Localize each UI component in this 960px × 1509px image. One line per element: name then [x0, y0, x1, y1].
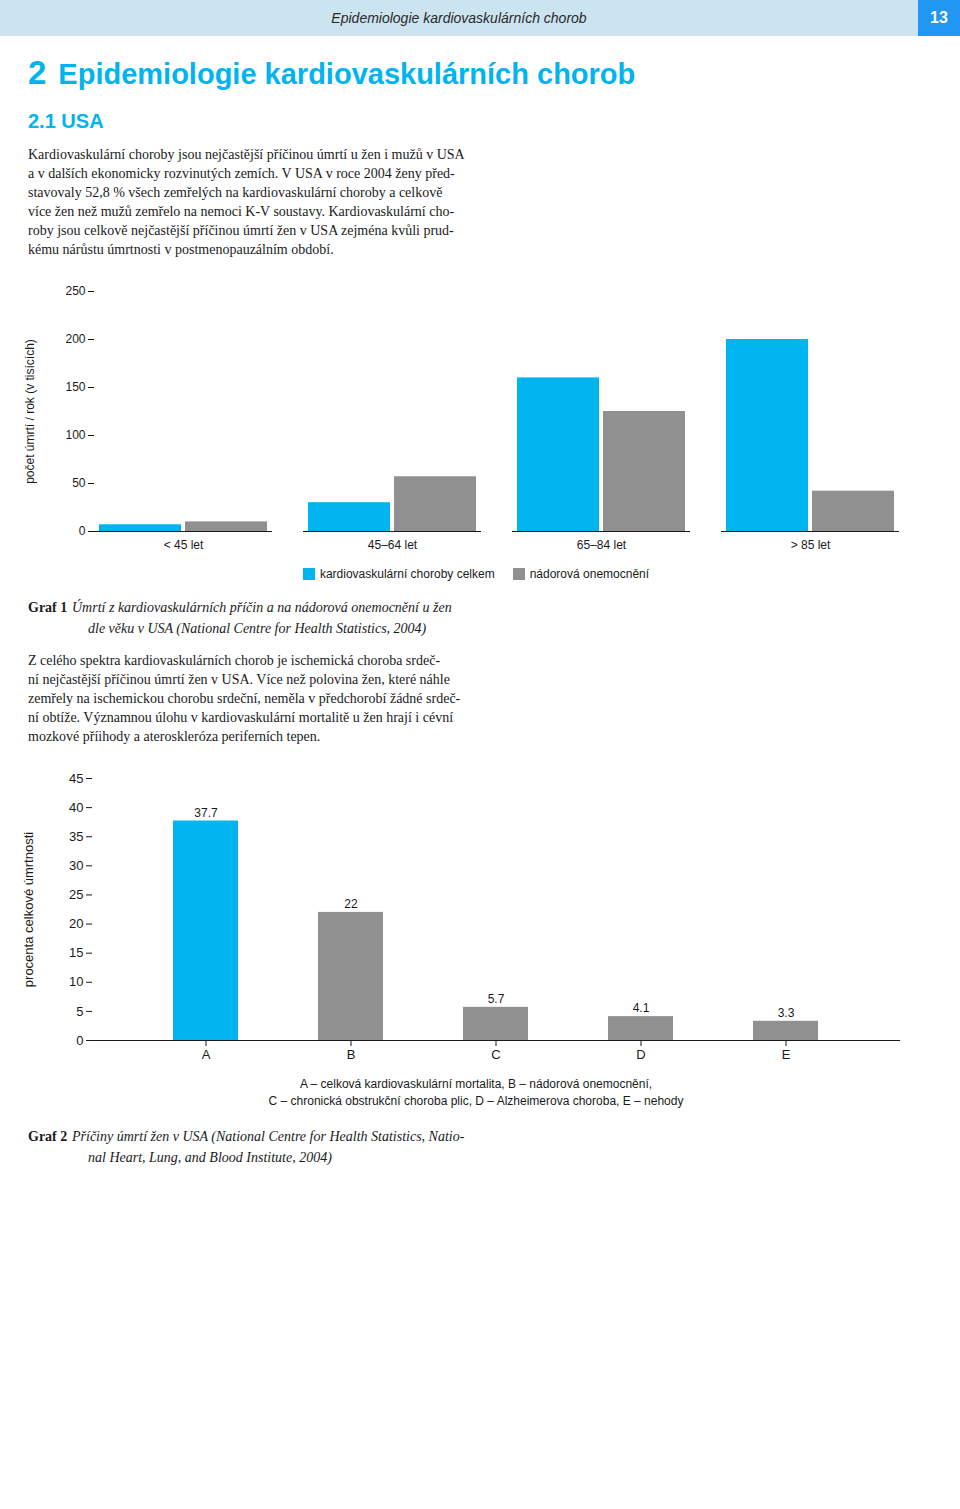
- svg-text:3.3: 3.3: [778, 1006, 795, 1020]
- svg-text:E: E: [782, 1047, 791, 1062]
- html-text:ní nejčastější příčinou úmrtí: ní nejčastější příčinou úmrtí žen v USA.…: [28, 672, 450, 687]
- svg-text:5: 5: [76, 1004, 83, 1019]
- svg-text:B: B: [347, 1047, 356, 1062]
- svg-text:25: 25: [69, 887, 83, 902]
- html-text:mozkové příihody a ateroskleró: mozkové příihody a ateroskleróza perifer…: [28, 729, 321, 744]
- svg-text:5.7: 5.7: [488, 992, 505, 1006]
- svg-text:35: 35: [69, 829, 83, 844]
- html-text:Epidemiologie kardiovaskulární: Epidemiologie kardiovaskulárních chorob: [331, 10, 587, 26]
- html-text:kardiovaskulární choroby celke: kardiovaskulární choroby celkem: [319, 567, 495, 581]
- html-text:kému nárůstu úmrtnosti v postm: kému nárůstu úmrtnosti v postmenopauzáln…: [28, 242, 334, 257]
- svg-text:0: 0: [76, 1033, 83, 1048]
- svg-text:150: 150: [65, 380, 85, 394]
- html-text:C – chronická obstrukční choro: C – chronická obstrukční choroba plic, D…: [268, 1094, 684, 1108]
- svg-text:10: 10: [69, 974, 83, 989]
- html-text:Graf 1 Úmrtí z kardiovaskulárn: Graf 1 Úmrtí z kardiovaskulárních příčin…: [28, 600, 452, 615]
- html-text:Graf 2 Příčiny úmrtí žen v USA: Graf 2 Příčiny úmrtí žen v USA (National…: [28, 1129, 465, 1144]
- html-text:stavovaly 52,8 % všech zemřelý: stavovaly 52,8 % všech zemřelých na kard…: [28, 185, 443, 200]
- svg-text:37.7: 37.7: [194, 806, 218, 820]
- svg-text:65–84 let: 65–84 let: [577, 538, 627, 552]
- svg-text:250: 250: [65, 284, 85, 298]
- svg-text:50: 50: [72, 476, 86, 490]
- html-text:roby jsou celkově nejčastější: roby jsou celkově nejčastější příčinou ú…: [28, 223, 454, 238]
- svg-text:D: D: [636, 1047, 645, 1062]
- svg-text:procenta celkové úmrtnosti: procenta celkové úmrtnosti: [21, 832, 36, 987]
- svg-text:15: 15: [69, 945, 83, 960]
- svg-text:C: C: [491, 1047, 500, 1062]
- html-text:zemřely na ischemickou chorobu: zemřely na ischemickou chorobu srdeční, …: [28, 691, 461, 706]
- svg-text:45–64 let: 45–64 let: [368, 538, 418, 552]
- svg-text:45: 45: [69, 771, 83, 786]
- html-text:nal Heart, Lung, and Blood Ins: nal Heart, Lung, and Blood Institute, 20…: [88, 1150, 332, 1165]
- svg-text:22: 22: [344, 897, 358, 911]
- html-text:dle věku v USA (National Centr: dle věku v USA (National Centre for Heal…: [88, 621, 427, 636]
- svg-text:> 85 let: > 85 let: [791, 538, 831, 552]
- html-text:a v dalších ekonomicky rozvinu: a v dalších ekonomicky rozvinutých zemíc…: [28, 166, 455, 181]
- html-text:2 Epidemiologie kardiovaskulár: 2 Epidemiologie kardiovaskulárních choro…: [28, 54, 636, 91]
- svg-text:< 45 let: < 45 let: [164, 538, 204, 552]
- svg-text:4.1: 4.1: [633, 1001, 650, 1015]
- html-text:A – celková kardiovaskulární m: A – celková kardiovaskulární mortalita, …: [299, 1077, 653, 1091]
- html-text:Z celého spektra kardiovaskulá: Z celého spektra kardiovaskulárních chor…: [28, 653, 441, 668]
- svg-text:0: 0: [79, 524, 86, 538]
- svg-text:40: 40: [69, 800, 83, 815]
- html-text:nádorová onemocnění: nádorová onemocnění: [529, 567, 650, 581]
- svg-text:200: 200: [65, 332, 85, 346]
- svg-text:počet úmrtí / rok (v tisících): počet úmrtí / rok (v tisících): [23, 339, 37, 484]
- svg-text:A: A: [202, 1047, 211, 1062]
- html-text:Kardiovaskulární choroby jsou: Kardiovaskulární choroby jsou nejčastějš…: [28, 147, 465, 162]
- html-text:ní obtíže. Významnou úlohu v k: ní obtíže. Významnou úlohu v kardiovasku…: [28, 710, 454, 725]
- svg-text:100: 100: [65, 428, 85, 442]
- svg-text:30: 30: [69, 858, 83, 873]
- html-text:více žen než mužů zemřelo na n: více žen než mužů zemřelo na nemoci K-V …: [28, 204, 455, 219]
- html-text:13: 13: [930, 9, 948, 26]
- svg-text:20: 20: [69, 916, 83, 931]
- html-text:2.1 USA: 2.1 USA: [28, 110, 104, 132]
